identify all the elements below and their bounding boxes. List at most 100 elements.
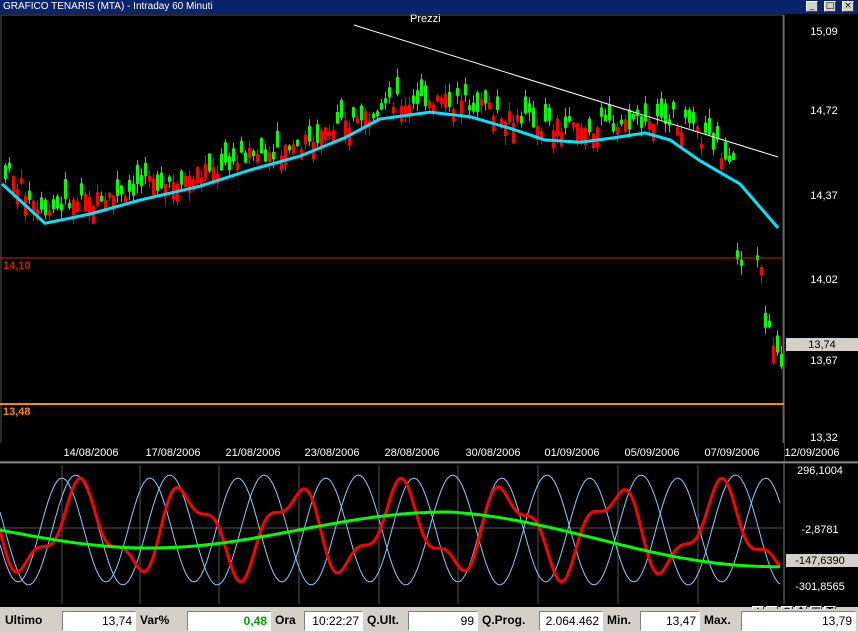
candle-body xyxy=(68,202,71,208)
candle-body xyxy=(80,183,83,196)
candle-body xyxy=(440,97,443,104)
price-tick: 15,09 xyxy=(810,26,838,38)
candle-body xyxy=(572,122,575,128)
candle-body xyxy=(60,203,63,211)
date-label: 23/08/2006 xyxy=(304,447,359,459)
min-label: Min. xyxy=(604,611,640,631)
osc-tick: -2,8781 xyxy=(801,524,838,536)
date-axis-band xyxy=(0,443,784,461)
candle-body xyxy=(444,93,447,108)
date-label: 17/08/2006 xyxy=(145,447,200,459)
candle-body xyxy=(308,126,311,142)
candle-body xyxy=(708,117,711,135)
chart-canvas[interactable]: Prezzi 14,10 13,48 15,09 14,72 14,37 14,… xyxy=(0,13,858,607)
candle-body xyxy=(672,101,675,110)
candle-body xyxy=(8,162,11,169)
candle-body xyxy=(260,138,263,154)
candle-body xyxy=(20,178,23,184)
candle-body xyxy=(624,119,627,132)
quote-statusbar: Ultimo 13,74 Var% 0,48 Ora 10:22:27 Q.Ul… xyxy=(0,609,858,633)
candle-body xyxy=(724,141,727,160)
candle-body xyxy=(244,152,247,163)
candle-body xyxy=(688,109,691,123)
candle-body xyxy=(392,106,395,114)
candle-body xyxy=(384,98,387,104)
candle-body xyxy=(700,143,703,149)
candle-body xyxy=(248,147,251,159)
candle-body xyxy=(212,166,215,184)
candle-body xyxy=(568,116,571,122)
candle-body xyxy=(524,96,527,114)
candle-body xyxy=(732,152,735,160)
candle-body xyxy=(104,199,107,209)
candle-body xyxy=(776,335,779,353)
candle-body xyxy=(336,112,339,124)
candle-body xyxy=(712,133,715,150)
candle-body xyxy=(240,140,243,153)
candle-body xyxy=(324,127,327,140)
candle-body xyxy=(512,122,515,144)
candle-body xyxy=(460,100,463,116)
candle-body xyxy=(676,127,679,136)
candle-body xyxy=(660,98,663,118)
candle-body xyxy=(328,131,331,137)
candle-body xyxy=(32,200,35,215)
candle-body xyxy=(588,118,591,133)
candle-body xyxy=(720,158,723,170)
chart-area[interactable]: Prezzi 14,10 13,48 15,09 14,72 14,37 14,… xyxy=(0,13,858,619)
ultimo-label: Ultimo xyxy=(2,611,62,631)
window-title: GRAFICO TENARIS (MTA) - Intraday 60 Minu… xyxy=(3,1,213,12)
maximize-button[interactable]: □ xyxy=(824,1,836,12)
var-value: 0,48 xyxy=(187,611,271,631)
candle-body xyxy=(352,107,355,118)
candle-body xyxy=(304,134,307,145)
candle-body xyxy=(596,127,599,148)
candle-body xyxy=(208,153,211,172)
level-label-high: 14,10 xyxy=(3,260,31,272)
candle-body xyxy=(504,121,507,137)
candle-body xyxy=(192,179,195,191)
minimize-button[interactable]: _ xyxy=(806,1,818,12)
candle-body xyxy=(692,112,695,124)
candle-body xyxy=(396,77,399,95)
candle-body xyxy=(704,122,707,133)
qult-label: Q.Ult. xyxy=(364,611,408,631)
candle-body xyxy=(340,100,343,118)
price-tick: 14,72 xyxy=(810,105,838,117)
candle-body xyxy=(92,205,95,224)
candle-body xyxy=(164,184,167,198)
candle-body xyxy=(516,114,519,122)
candle-body xyxy=(296,139,299,147)
max-label: Max. xyxy=(701,611,741,631)
candle-body xyxy=(532,107,535,128)
candle-body xyxy=(4,165,7,179)
candle-body xyxy=(292,144,295,154)
candle-body xyxy=(96,192,99,206)
osc-tick: -301,8565 xyxy=(795,581,845,593)
candle-body xyxy=(508,110,511,123)
date-label: 30/08/2006 xyxy=(465,447,520,459)
candle-body xyxy=(256,154,259,163)
candle-body xyxy=(768,320,771,328)
date-axis: 14/08/2006 17/08/2006 21/08/2006 23/08/2… xyxy=(63,447,839,459)
candle-body xyxy=(408,104,411,115)
ora-label: Ora xyxy=(272,611,304,631)
candle-body xyxy=(48,210,51,216)
close-button[interactable]: × xyxy=(842,1,854,12)
candle-body xyxy=(236,162,239,170)
candle-body xyxy=(464,84,467,96)
candle-body xyxy=(488,102,491,109)
candle-body xyxy=(716,126,719,140)
candle-body xyxy=(356,117,359,124)
candle-body xyxy=(184,175,187,187)
candle-body xyxy=(620,119,623,125)
price-tick: 14,02 xyxy=(810,274,838,286)
trendline[interactable] xyxy=(353,24,779,158)
price-tick: 14,37 xyxy=(810,190,838,202)
date-label: 12/09/2006 xyxy=(784,447,839,459)
candle-body xyxy=(196,166,199,184)
candle-body xyxy=(536,125,539,140)
candle-body xyxy=(200,177,203,188)
oscillator-signal-line xyxy=(0,510,780,569)
candle-body xyxy=(132,183,135,196)
